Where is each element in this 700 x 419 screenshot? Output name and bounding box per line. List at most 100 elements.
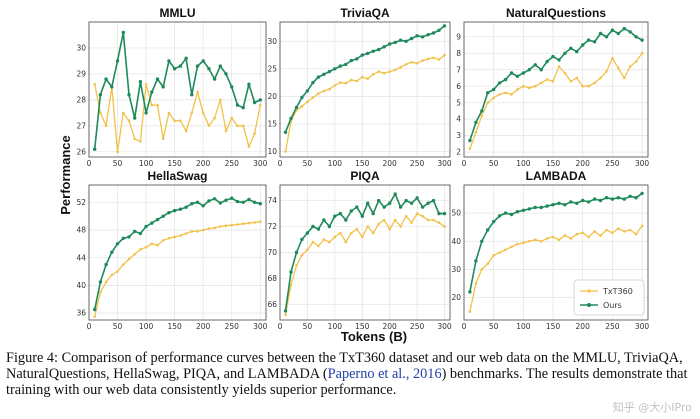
data-point-txt360 — [581, 231, 584, 235]
data-point-txt360 — [179, 119, 182, 122]
y-tick-label: 6 — [456, 82, 461, 91]
data-point-txt360 — [587, 235, 590, 239]
data-point-txt360 — [219, 98, 222, 102]
data-point-ours — [355, 57, 359, 61]
data-point-txt360 — [104, 124, 108, 128]
data-point-ours — [426, 201, 430, 205]
data-point-txt360 — [300, 253, 304, 257]
data-point-txt360 — [306, 248, 309, 252]
data-point-txt360 — [426, 57, 430, 61]
data-point-ours — [640, 38, 644, 42]
data-point-ours — [258, 98, 262, 102]
data-point-txt360 — [224, 129, 228, 133]
data-point-ours — [509, 212, 514, 217]
data-point-txt360 — [116, 270, 119, 273]
data-point-txt360 — [150, 242, 154, 246]
data-point-ours — [161, 85, 165, 89]
data-point-ours — [289, 270, 293, 274]
data-point-ours — [322, 218, 326, 222]
legend-label-ours: Ours — [603, 301, 622, 310]
plot-frame — [463, 184, 649, 321]
data-point-txt360 — [366, 77, 370, 81]
legend-label-txt360: TxT360 — [602, 287, 633, 296]
data-point-txt360 — [190, 111, 194, 115]
data-point-ours — [497, 81, 502, 85]
data-point-txt360 — [474, 131, 478, 134]
data-point-ours — [545, 204, 549, 208]
plot-frame — [88, 21, 267, 158]
data-point-txt360 — [339, 231, 342, 235]
data-point-txt360 — [640, 52, 644, 55]
y-tick-label: 20 — [267, 92, 277, 101]
data-point-txt360 — [371, 73, 375, 76]
data-point-ours — [431, 198, 436, 203]
data-point-txt360 — [432, 56, 435, 60]
data-point-txt360 — [139, 140, 142, 143]
data-point-txt360 — [139, 248, 142, 251]
data-point-txt360 — [156, 243, 159, 247]
data-point-txt360 — [328, 240, 331, 244]
x-tick-label: 100 — [328, 322, 343, 331]
data-point-ours — [409, 201, 414, 205]
data-point-ours — [366, 51, 370, 56]
data-point-ours — [322, 72, 326, 77]
data-point-txt360 — [593, 230, 596, 233]
data-point-ours — [178, 207, 183, 211]
data-point-ours — [480, 239, 484, 243]
x-tick-label: 0 — [87, 159, 92, 168]
data-point-ours — [592, 197, 597, 201]
data-point-ours — [426, 33, 430, 37]
data-point-ours — [415, 34, 419, 38]
data-point-ours — [634, 35, 638, 39]
data-point-txt360 — [575, 76, 579, 80]
x-tick-label: 100 — [139, 322, 154, 331]
y-tick-label: 26 — [76, 147, 86, 156]
data-point-txt360 — [110, 273, 114, 277]
data-point-txt360 — [628, 228, 632, 232]
data-point-txt360 — [443, 225, 446, 228]
data-point-txt360 — [161, 137, 165, 141]
panel-mmlu: 0 50 100 150 200 250 300 26 27 28 29 30 MMLU — [76, 6, 267, 168]
data-point-ours — [468, 138, 472, 143]
data-point-txt360 — [393, 68, 397, 72]
data-point-txt360 — [259, 103, 262, 107]
data-point-txt360 — [104, 280, 108, 284]
data-point-ours — [338, 211, 342, 216]
data-point-txt360 — [533, 238, 537, 242]
data-point-ours — [207, 199, 211, 203]
data-point-txt360 — [611, 56, 614, 60]
data-point-ours — [327, 224, 332, 229]
data-point-ours — [294, 250, 299, 255]
data-point-txt360 — [599, 76, 602, 80]
data-point-txt360 — [344, 81, 348, 85]
data-point-ours — [468, 290, 472, 294]
plot-frame — [463, 21, 649, 158]
data-point-txt360 — [179, 234, 182, 237]
citation-link[interactable]: Paperno et al., 2016 — [327, 366, 442, 382]
data-point-txt360 — [133, 252, 136, 256]
data-point-txt360 — [284, 313, 287, 317]
data-point-ours — [333, 67, 337, 71]
y-tick-label: 66 — [267, 300, 277, 309]
data-point-txt360 — [133, 137, 136, 141]
data-point-txt360 — [122, 263, 125, 266]
x-tick-label: 300 — [253, 159, 268, 168]
data-point-ours — [545, 59, 549, 64]
data-point-txt360 — [207, 227, 211, 230]
data-point-txt360 — [253, 221, 256, 224]
data-point-txt360 — [486, 262, 490, 266]
data-point-txt360 — [498, 93, 501, 96]
x-tick-label: 250 — [605, 322, 620, 331]
y-tick-label: 4 — [456, 115, 461, 124]
data-point-ours — [230, 196, 234, 200]
data-point-txt360 — [480, 268, 484, 271]
data-point-ours — [121, 236, 126, 240]
data-point-txt360 — [144, 83, 148, 86]
data-point-txt360 — [634, 60, 638, 63]
x-tick-label: 50 — [303, 159, 313, 168]
data-point-txt360 — [333, 235, 337, 239]
data-point-txt360 — [569, 80, 573, 83]
data-point-ours — [404, 39, 408, 43]
data-point-ours — [230, 85, 234, 89]
data-point-ours — [110, 250, 114, 254]
